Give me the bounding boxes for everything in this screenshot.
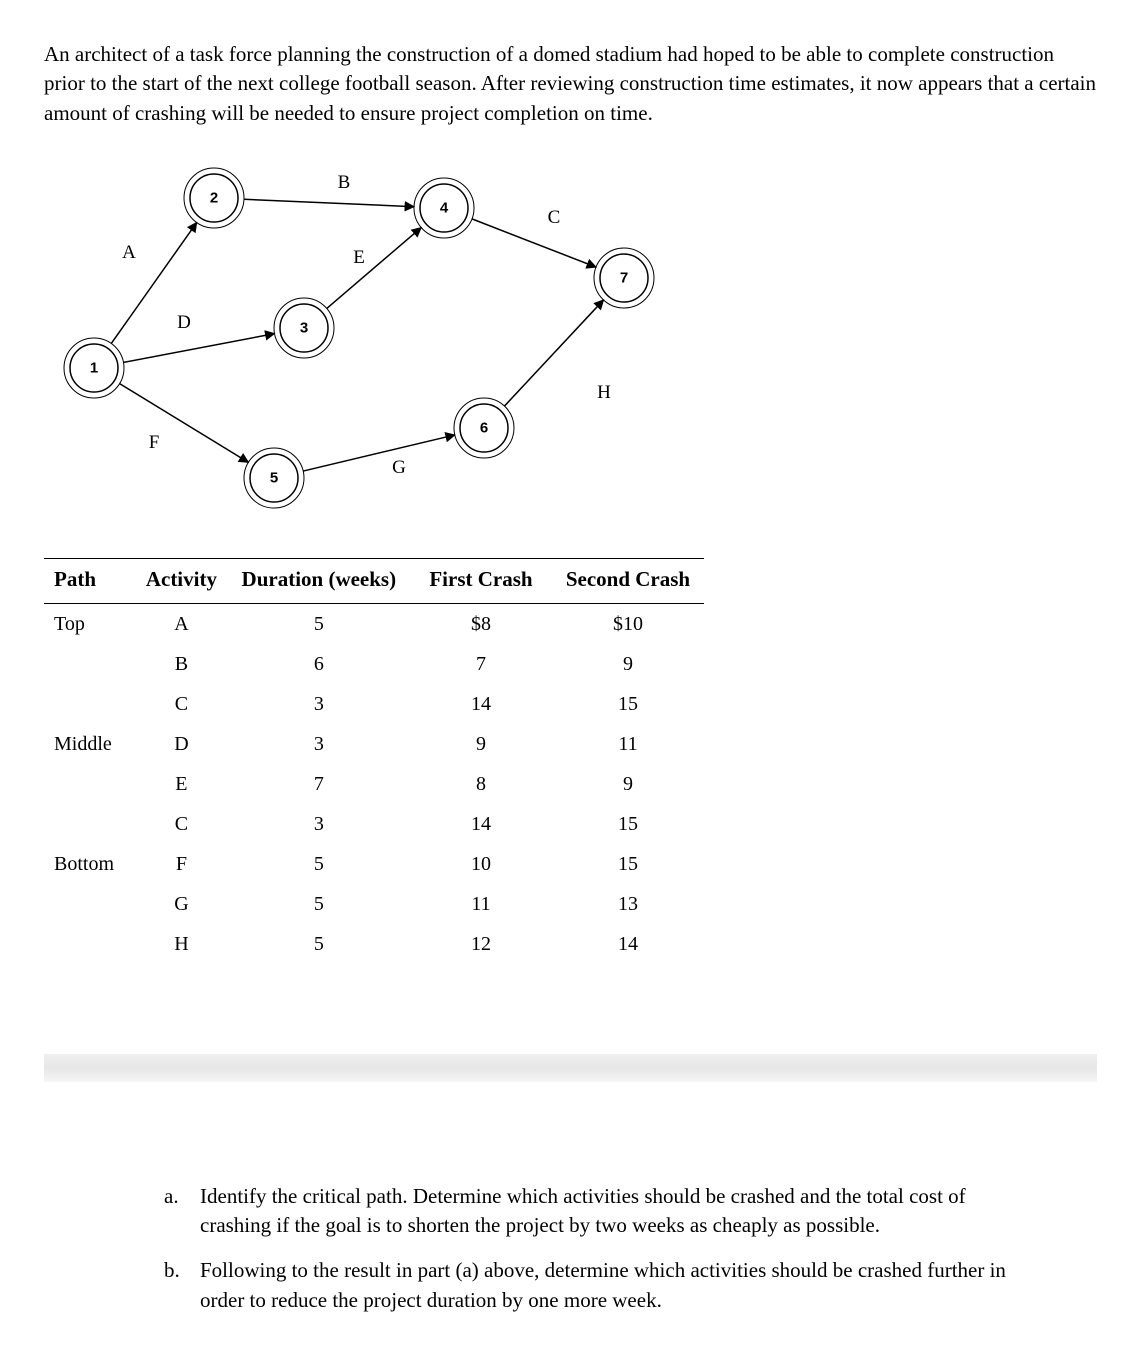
table-cell: 10 <box>410 844 552 884</box>
network-diagram: 1 2 3 4 5 6 7 A D F B E C G H <box>44 148 1097 528</box>
table-cell: 11 <box>410 884 552 924</box>
table-row: B679 <box>44 644 704 684</box>
table-cell: 7 <box>228 764 410 804</box>
table-cell <box>44 804 135 844</box>
svg-text:4: 4 <box>440 200 449 217</box>
col-duration: Duration (weeks) <box>228 559 410 603</box>
question-text: Identify the critical path. Determine wh… <box>200 1182 1037 1241</box>
divider-gradient <box>44 1054 1097 1082</box>
table-row: C31415 <box>44 804 704 844</box>
table-cell: Bottom <box>44 844 135 884</box>
svg-text:D: D <box>177 312 191 333</box>
table-cell: 5 <box>228 884 410 924</box>
table-cell: F <box>135 844 227 884</box>
table-row: MiddleD3911 <box>44 724 704 764</box>
table-cell: 7 <box>410 644 552 684</box>
table-cell <box>44 924 135 964</box>
table-cell: C <box>135 684 227 724</box>
svg-text:F: F <box>149 432 160 453</box>
intro-paragraph: An architect of a task force planning th… <box>44 40 1097 128</box>
svg-text:E: E <box>353 247 365 268</box>
table-cell: 5 <box>228 844 410 884</box>
table-cell: 15 <box>552 844 704 884</box>
col-path: Path <box>44 559 135 603</box>
table-row: C31415 <box>44 684 704 724</box>
table-cell: 11 <box>552 724 704 764</box>
table-cell: 14 <box>410 804 552 844</box>
table-cell: 9 <box>552 764 704 804</box>
table-cell: 5 <box>228 603 410 644</box>
table-cell: 6 <box>228 644 410 684</box>
table-cell: 14 <box>552 924 704 964</box>
table-cell: 5 <box>228 924 410 964</box>
col-activity: Activity <box>135 559 227 603</box>
question-text: Following to the result in part (a) abov… <box>200 1256 1037 1315</box>
table-row: G51113 <box>44 884 704 924</box>
table-cell: A <box>135 603 227 644</box>
svg-text:1: 1 <box>90 360 98 377</box>
question-a: a. Identify the critical path. Determine… <box>164 1182 1037 1241</box>
svg-text:7: 7 <box>620 270 628 287</box>
table-cell: 3 <box>228 804 410 844</box>
svg-text:3: 3 <box>300 320 308 337</box>
table-row: H51214 <box>44 924 704 964</box>
table-row: BottomF51015 <box>44 844 704 884</box>
svg-text:A: A <box>122 242 136 263</box>
table-cell: C <box>135 804 227 844</box>
table-cell: B <box>135 644 227 684</box>
activity-table: Path Activity Duration (weeks) First Cra… <box>44 558 704 963</box>
question-marker: a. <box>164 1182 186 1241</box>
svg-text:B: B <box>338 172 351 193</box>
svg-text:C: C <box>548 207 561 228</box>
table-cell <box>44 764 135 804</box>
table-cell: 15 <box>552 684 704 724</box>
table-cell: 3 <box>228 684 410 724</box>
svg-text:G: G <box>392 457 406 478</box>
table-cell: 14 <box>410 684 552 724</box>
table-cell: $10 <box>552 603 704 644</box>
svg-text:6: 6 <box>480 420 488 437</box>
svg-text:2: 2 <box>210 190 218 207</box>
svg-text:5: 5 <box>270 470 278 487</box>
table-cell: 12 <box>410 924 552 964</box>
question-marker: b. <box>164 1256 186 1315</box>
table-cell: Middle <box>44 724 135 764</box>
table-row: TopA5$8$10 <box>44 603 704 644</box>
table-cell: Top <box>44 603 135 644</box>
svg-text:H: H <box>597 382 611 403</box>
table-cell: 13 <box>552 884 704 924</box>
col-secondcrash: Second Crash <box>552 559 704 603</box>
questions-block: a. Identify the critical path. Determine… <box>44 1182 1097 1316</box>
table-cell: 3 <box>228 724 410 764</box>
table-cell: 8 <box>410 764 552 804</box>
table-cell: 9 <box>410 724 552 764</box>
table-cell: G <box>135 884 227 924</box>
table-cell <box>44 684 135 724</box>
table-cell: 15 <box>552 804 704 844</box>
question-b: b. Following to the result in part (a) a… <box>164 1256 1037 1315</box>
table-row: E789 <box>44 764 704 804</box>
table-cell: $8 <box>410 603 552 644</box>
table-cell: 9 <box>552 644 704 684</box>
table-cell <box>44 644 135 684</box>
table-cell <box>44 884 135 924</box>
table-cell: H <box>135 924 227 964</box>
table-cell: D <box>135 724 227 764</box>
col-firstcrash: First Crash <box>410 559 552 603</box>
table-cell: E <box>135 764 227 804</box>
